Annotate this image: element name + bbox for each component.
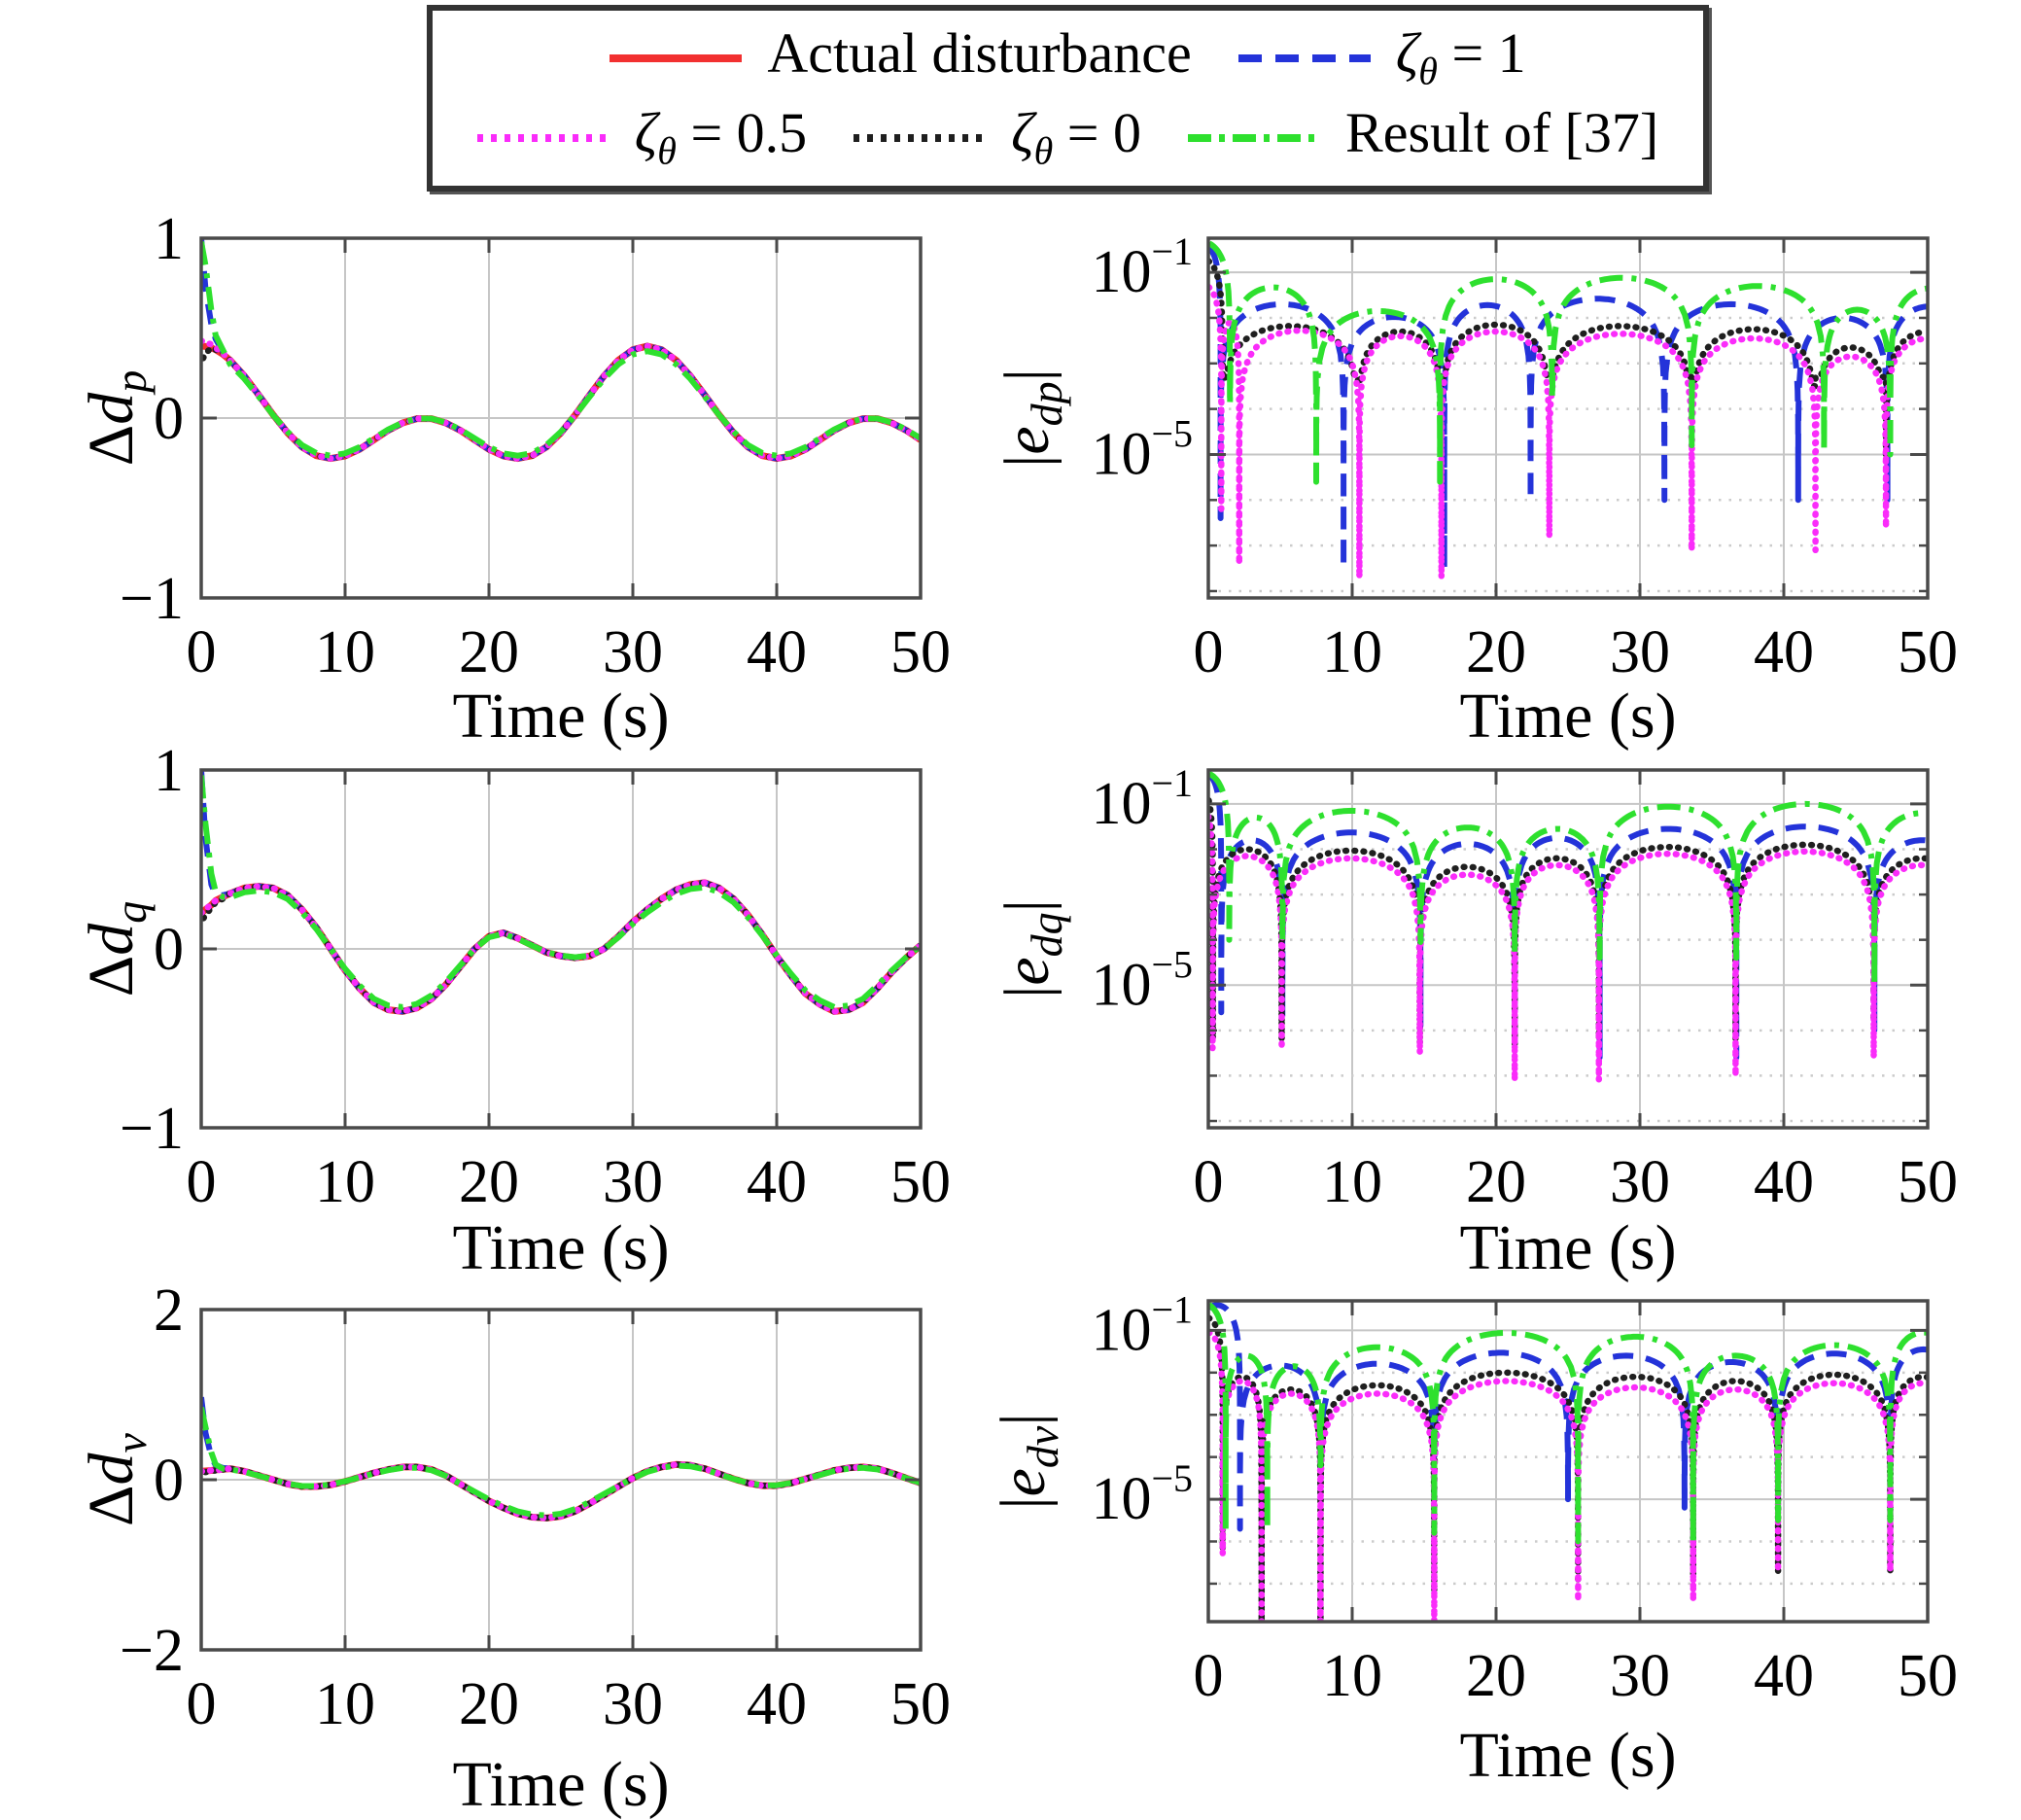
svg-text:20: 20 — [459, 1149, 519, 1215]
svg-text:0: 0 — [154, 386, 184, 452]
svg-text:40: 40 — [1754, 1149, 1814, 1215]
svg-text:10−1: 10−1 — [1091, 761, 1193, 837]
svg-text:40: 40 — [1754, 619, 1814, 685]
e-dv-xlabel: Time (s) — [1459, 1720, 1677, 1791]
delta-dq-xlabel: Time (s) — [452, 1212, 670, 1283]
svg-text:20: 20 — [1466, 619, 1526, 685]
svg-text:0: 0 — [187, 619, 217, 685]
legend-item-actual-disturbance: Actual disturbance — [610, 20, 1192, 91]
svg-text:30: 30 — [1610, 1643, 1670, 1709]
svg-text:10−1: 10−1 — [1091, 1287, 1193, 1363]
legend-label-zeta-05: ζθ = 0.5 — [634, 101, 808, 174]
legend-item-zeta-05: ζθ = 0.5 — [476, 101, 808, 174]
svg-text:20: 20 — [459, 619, 519, 685]
legend-item-result-37: Result of [37] — [1188, 105, 1658, 171]
svg-text:40: 40 — [747, 619, 807, 685]
svg-text:0: 0 — [187, 1671, 217, 1737]
svg-text:20: 20 — [1466, 1643, 1526, 1709]
svg-text:10: 10 — [315, 1149, 375, 1215]
svg-text:0: 0 — [1194, 619, 1224, 685]
blue-dashed-line-sample — [1237, 53, 1371, 62]
e-dv-ylabel: |edv| — [987, 1413, 1068, 1510]
svg-text:0: 0 — [1194, 1149, 1224, 1215]
svg-text:10−5: 10−5 — [1091, 1456, 1193, 1532]
magenta-dotted-line-sample — [476, 134, 610, 143]
black-dotted-line-sample — [854, 134, 987, 143]
e-dv-chart: 0 10 20 30 40 50 10−1 10−5 — [1091, 1287, 1958, 1709]
svg-text:−1: −1 — [120, 1096, 184, 1162]
svg-text:10: 10 — [1322, 1149, 1382, 1215]
svg-text:2: 2 — [154, 1278, 184, 1344]
svg-text:40: 40 — [1754, 1643, 1814, 1709]
svg-text:40: 40 — [747, 1149, 807, 1215]
e-dq-ylabel: |edq| — [991, 899, 1072, 998]
svg-text:50: 50 — [1898, 1149, 1958, 1215]
legend-label-actual-disturbance: Actual disturbance — [767, 20, 1192, 85]
legend-item-zeta-1: ζθ = 1 — [1237, 20, 1526, 93]
green-dashdot-line-sample — [1188, 134, 1321, 143]
svg-text:50: 50 — [890, 1149, 951, 1215]
e-dq-xlabel: Time (s) — [1459, 1212, 1677, 1283]
svg-text:10: 10 — [315, 619, 375, 685]
svg-text:10−1: 10−1 — [1091, 229, 1193, 305]
svg-text:1: 1 — [154, 206, 184, 272]
e-dp-ylabel: |edp| — [991, 368, 1072, 468]
svg-text:10−5: 10−5 — [1091, 411, 1193, 487]
e-dp-chart: 0 10 20 30 40 50 10−1 10−5 — [1091, 229, 1958, 685]
svg-text:50: 50 — [890, 619, 951, 685]
legend-row-2: ζθ = 0.5 ζθ = 0 Result of [37] — [433, 105, 1703, 171]
legend-label-result-37: Result of [37] — [1345, 101, 1659, 165]
e-dp-xlabel: Time (s) — [1459, 681, 1677, 752]
delta-dv-xlabel: Time (s) — [452, 1749, 670, 1820]
svg-text:0: 0 — [154, 1448, 184, 1514]
svg-text:40: 40 — [747, 1671, 807, 1737]
delta-dp-xlabel: Time (s) — [452, 681, 670, 752]
svg-text:10: 10 — [315, 1671, 375, 1737]
svg-text:0: 0 — [154, 917, 184, 983]
svg-text:50: 50 — [1898, 1643, 1958, 1709]
legend-label-zeta-1: ζθ = 1 — [1395, 20, 1526, 93]
e-dq-chart: 0 10 20 30 40 50 10−1 10−5 — [1091, 761, 1958, 1215]
legend-item-zeta-0: ζθ = 0 — [854, 105, 1141, 171]
delta-dq-ylabel: Δdq — [75, 900, 157, 998]
delta-dp-ylabel: Δdp — [75, 369, 157, 467]
legend-label-zeta-0: ζθ = 0 — [1011, 101, 1142, 174]
legend-row-1: Actual disturbance ζθ = 1 — [433, 20, 1703, 93]
red-solid-line-sample — [610, 53, 743, 62]
svg-text:20: 20 — [459, 1671, 519, 1737]
svg-text:50: 50 — [890, 1671, 951, 1737]
svg-text:20: 20 — [1466, 1149, 1526, 1215]
delta-dv-ylabel: Δdv — [75, 1433, 157, 1526]
svg-text:−1: −1 — [120, 566, 184, 632]
legend-box: Actual disturbance ζθ = 1 ζθ = 0.5 ζθ = … — [427, 5, 1709, 192]
svg-text:0: 0 — [187, 1149, 217, 1215]
svg-text:30: 30 — [1610, 1149, 1670, 1215]
svg-text:1: 1 — [154, 738, 184, 804]
svg-text:10−5: 10−5 — [1091, 942, 1193, 1018]
svg-text:0: 0 — [1194, 1643, 1224, 1709]
svg-text:10: 10 — [1322, 1643, 1382, 1709]
svg-text:50: 50 — [1898, 619, 1958, 685]
svg-text:30: 30 — [603, 1671, 663, 1737]
svg-text:30: 30 — [603, 1149, 663, 1215]
svg-text:30: 30 — [603, 619, 663, 685]
svg-text:10: 10 — [1322, 619, 1382, 685]
svg-text:30: 30 — [1610, 619, 1670, 685]
svg-text:−2: −2 — [120, 1618, 184, 1684]
